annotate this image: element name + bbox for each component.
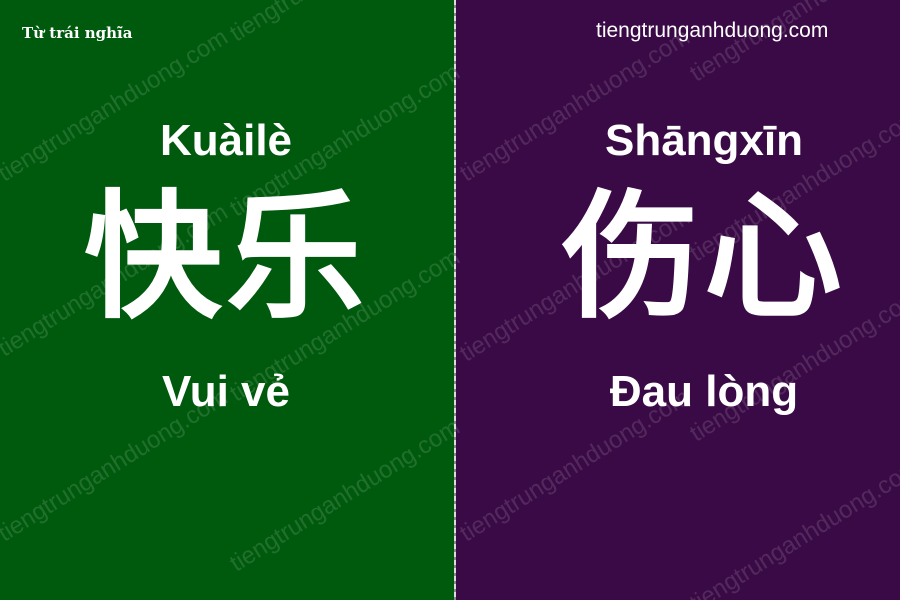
left-meaning: Vui vẻ	[162, 367, 290, 416]
left-pinyin: Kuàilè	[159, 116, 293, 165]
right-meaning: Đau lòng	[609, 367, 799, 416]
site-name: tiengtrunganhduong.com	[596, 19, 829, 42]
right-pinyin: Shāngxīn	[604, 116, 804, 165]
right-panel	[456, 0, 900, 600]
corner-label: Từ trái nghĩa	[22, 24, 133, 42]
right-hanzi: 伤心	[561, 177, 846, 338]
left-panel	[0, 0, 454, 600]
left-hanzi: 快乐	[83, 177, 368, 338]
center-divider	[454, 0, 456, 600]
